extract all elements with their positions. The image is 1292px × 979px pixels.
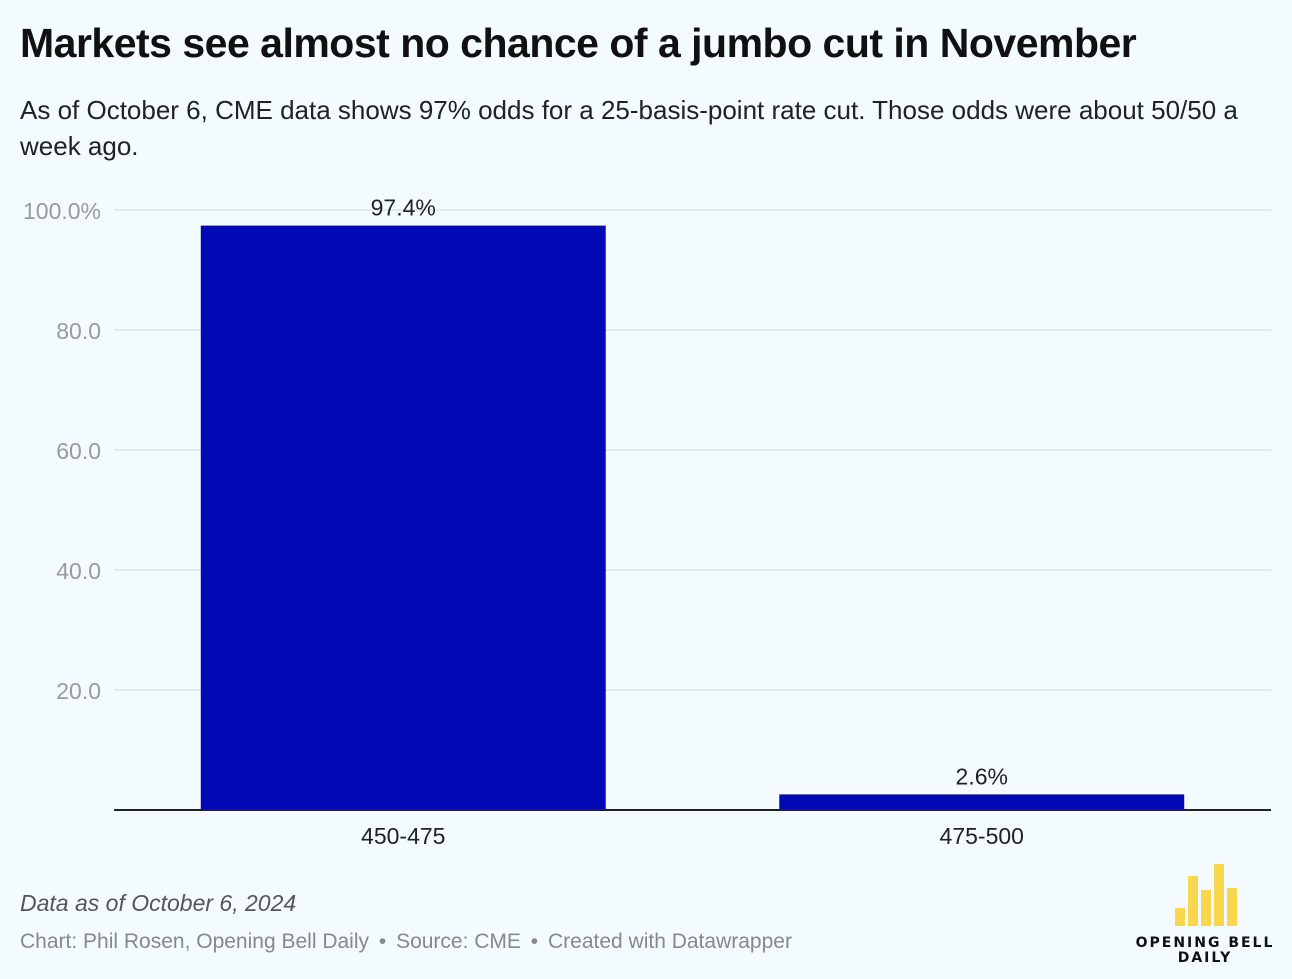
- y-tick-label: 60.0: [56, 438, 101, 464]
- bar-chart: 20.0 40.0 60.0 80.0 100.0% 97.4% 2.6% 450-475…: [23, 195, 1271, 849]
- bar: [200, 225, 606, 811]
- footer-separator: •: [530, 930, 539, 953]
- logo-wordmark: OPENING BELL DAILY: [1130, 936, 1280, 966]
- value-labels: 97.4% 2.6%: [371, 195, 1008, 790]
- chart-credit: Chart: Phil Rosen, Opening Bell Daily: [20, 930, 370, 953]
- x-tick-label: 475-500: [940, 823, 1024, 849]
- x-tick-label: 450-475: [361, 823, 445, 849]
- logo-line-2: DAILY: [1177, 950, 1233, 966]
- y-tick-label: 80.0: [56, 318, 101, 344]
- bar: [779, 794, 1185, 810]
- y-tick-label: 20.0: [56, 678, 101, 704]
- footer-separator: •: [378, 930, 387, 953]
- logo-line-1: OPENING BELL: [1135, 935, 1275, 951]
- opening-bell-logo: OPENING BELL DAILY: [1130, 860, 1280, 970]
- tool-credit: Created with Datawrapper: [547, 930, 792, 953]
- chart-subtitle: As of October 6, CME data shows 97% odds…: [20, 95, 1238, 161]
- footer-credits: Chart: Phil Rosen, Opening Bell Daily • …: [20, 930, 792, 954]
- x-axis-ticks: 450-475 475-500: [361, 823, 1024, 849]
- source-credit: Source: CME: [396, 930, 521, 953]
- y-tick-label: 100.0%: [23, 198, 101, 224]
- bars: [200, 225, 1185, 811]
- bar-value-label: 97.4%: [371, 195, 436, 221]
- bar-value-label: 2.6%: [956, 763, 1008, 789]
- y-tick-label: 40.0: [56, 558, 101, 584]
- chart-title: Markets see almost no chance of a jumbo …: [20, 20, 1137, 66]
- data-note: Data as of October 6, 2024: [20, 890, 297, 916]
- bar-logo-icon: [1175, 864, 1237, 926]
- y-axis-ticks: 20.0 40.0 60.0 80.0 100.0%: [23, 198, 101, 704]
